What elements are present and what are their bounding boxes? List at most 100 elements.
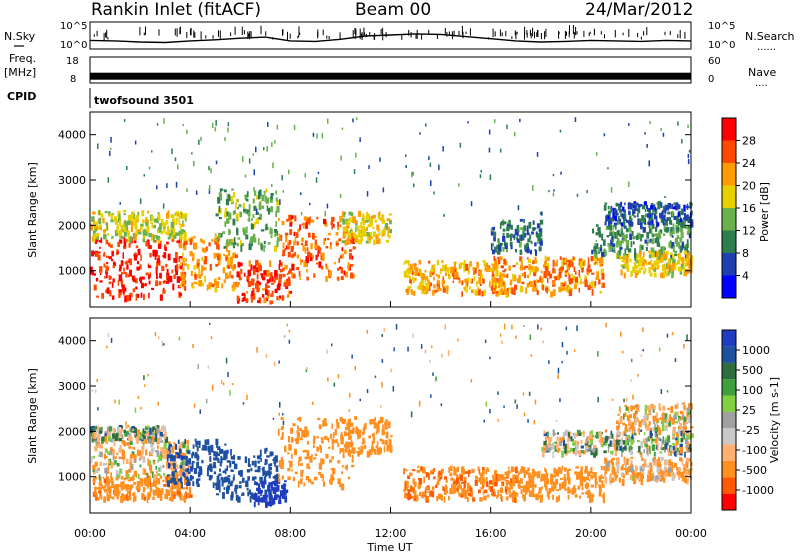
cell-5-76 <box>286 219 289 222</box>
cell-4-44 <box>257 466 261 473</box>
cell-2-112 <box>194 244 196 249</box>
cell-7-147 <box>425 276 429 281</box>
cell-9-0 <box>545 486 548 491</box>
cell-8-4 <box>478 468 481 475</box>
cell-3-82 <box>209 475 213 479</box>
cell-10-321 <box>629 450 633 456</box>
cell-9-72 <box>539 240 543 246</box>
scatter-49 <box>252 153 254 156</box>
cell-6-7 <box>375 234 379 240</box>
cell-7-2 <box>366 450 371 458</box>
cell-12-94 <box>649 427 653 431</box>
cell-5-154 <box>293 240 296 246</box>
cell-8-238 <box>466 482 470 486</box>
cell-5-52 <box>285 235 288 243</box>
scatter-137 <box>134 140 137 145</box>
cell-10-221 <box>640 429 643 432</box>
cell-8-191 <box>495 474 498 482</box>
cell-3-72 <box>167 480 170 487</box>
cell-3-70 <box>228 239 231 246</box>
cell-10-313 <box>575 444 579 450</box>
cell-1-40 <box>157 445 159 449</box>
cell-1-120 <box>128 446 132 449</box>
cell-2-91 <box>159 435 162 441</box>
cell-5-150 <box>296 254 300 259</box>
cell-9-63 <box>506 232 509 238</box>
scatter-94 <box>214 127 217 132</box>
cell-1-131 <box>98 474 101 480</box>
cell-10-186 <box>628 225 632 232</box>
cell-9-174 <box>588 479 591 482</box>
cell-2-68 <box>234 254 238 258</box>
cell-2-81 <box>142 428 145 434</box>
cell-12-188 <box>615 212 619 216</box>
cell-1-43 <box>116 224 120 230</box>
cell-9-159 <box>520 466 525 473</box>
cell-2-126 <box>98 430 103 434</box>
scatter-151 <box>186 188 188 192</box>
cell-10-138 <box>602 239 606 246</box>
cell-6-46 <box>363 227 367 233</box>
cell-0-219 <box>157 488 161 493</box>
cell-6-89 <box>366 213 370 221</box>
cell-8-141 <box>440 494 443 501</box>
cell-6-142 <box>305 476 310 481</box>
cell-6-120 <box>309 456 313 463</box>
cell-1-148 <box>104 467 108 474</box>
cell-12-179 <box>640 222 643 229</box>
cell-1-190 <box>153 474 157 481</box>
cell-6-48 <box>332 477 335 481</box>
cell-3-68 <box>261 205 265 209</box>
cell-5-140 <box>292 253 295 258</box>
cell-1-87 <box>140 226 143 231</box>
cell-8-195 <box>449 488 453 495</box>
cell-3-91 <box>260 243 263 251</box>
scatter-124 <box>211 122 214 128</box>
cell-4-18 <box>254 469 258 473</box>
cell-12-29 <box>681 402 684 405</box>
cell-0-150 <box>132 288 136 293</box>
cell-7-77 <box>464 286 467 292</box>
cell-9-40 <box>586 476 590 481</box>
cell-1-39 <box>138 231 142 235</box>
cell-5-118 <box>294 215 297 222</box>
cell-0-160 <box>122 252 124 259</box>
cell-8-63 <box>424 493 427 501</box>
cell-2-14 <box>215 236 219 239</box>
cell-3-59 <box>250 237 253 244</box>
cell-7-109 <box>381 429 385 436</box>
cell-5-33 <box>338 257 340 263</box>
cell-1-37 <box>123 212 126 216</box>
cell-12-173 <box>628 210 631 215</box>
cell-8-18 <box>458 481 461 488</box>
cell-1-182 <box>165 231 169 236</box>
cell-4-137 <box>274 475 277 479</box>
cell-11-72 <box>611 466 615 473</box>
cell-10-110 <box>676 236 680 239</box>
cell-10-173 <box>662 436 665 443</box>
cell-11-38 <box>622 464 624 469</box>
cell-11-114 <box>659 476 661 481</box>
cell-1-54 <box>152 235 155 242</box>
cell-2-111 <box>213 252 216 259</box>
cell-4-77 <box>221 482 224 487</box>
cell-0-215 <box>95 491 97 497</box>
cell-1-165 <box>141 445 145 451</box>
cell-10-189 <box>669 230 673 236</box>
cell-3-136 <box>213 471 217 475</box>
cell-5-73 <box>328 270 332 277</box>
cell-12-21 <box>681 222 685 228</box>
cell-6-134 <box>349 441 352 446</box>
cell-7-20 <box>427 279 430 284</box>
cell-6-136 <box>340 439 344 445</box>
cell-8-121 <box>554 268 557 274</box>
cell-10-190 <box>668 241 672 248</box>
cell-9-151 <box>584 465 588 472</box>
power-ylabel: Slant Range [km] <box>26 162 39 258</box>
cell-7-142 <box>442 264 445 272</box>
cell-10-195 <box>654 438 658 443</box>
cell-9-29 <box>546 491 550 498</box>
cell-1-211 <box>99 444 103 449</box>
cell-8-14 <box>549 273 553 279</box>
cell-5-29 <box>268 482 271 489</box>
